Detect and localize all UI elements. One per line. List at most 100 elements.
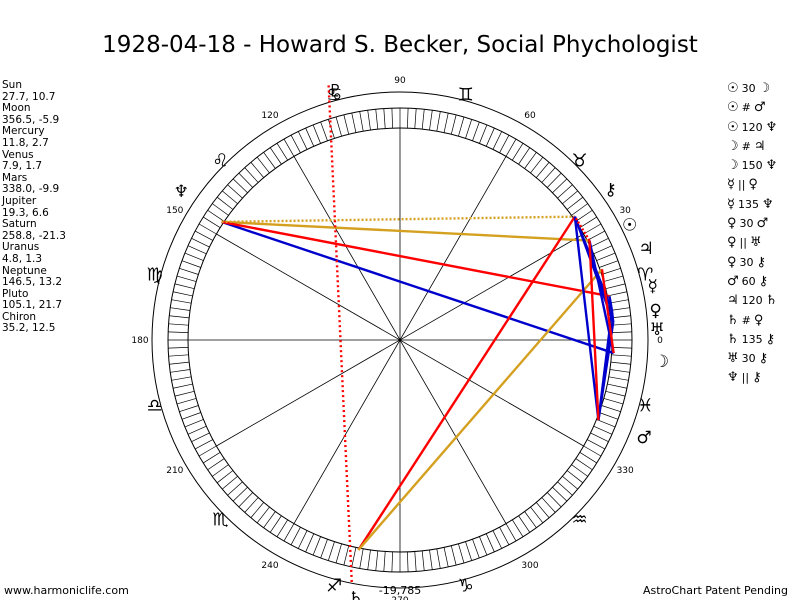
degree-tick: [212, 203, 229, 216]
degree-tick: [472, 121, 480, 141]
planet-value-pluto: 105.1, 21.7: [2, 299, 63, 312]
degree-tick: [335, 543, 342, 564]
degree-label: 300: [521, 561, 538, 571]
sign-glyph: ♊: [458, 85, 474, 106]
aspect-row: ♀ 30 ♂: [727, 214, 780, 233]
degree-tick: [571, 203, 588, 216]
degree-tick: [227, 481, 243, 496]
degree-tick: [414, 551, 417, 572]
aspect-angle: 120: [741, 120, 763, 134]
degree-tick: [530, 156, 544, 174]
degree-tick: [530, 506, 544, 524]
planet-value-sun: 27.7, 10.7: [2, 90, 56, 103]
degree-tick: [176, 275, 197, 282]
aspect-planet-b: ♂: [756, 216, 769, 232]
planet-name-pluto: Pluto: [2, 287, 29, 300]
aspect-angle: 135: [737, 197, 759, 211]
degree-tick: [351, 112, 357, 133]
aspect-line: [573, 216, 600, 421]
degree-tick: [596, 252, 616, 261]
degree-tick: [593, 245, 613, 255]
aspect-line: [221, 220, 590, 242]
degree-tick: [327, 541, 335, 561]
aspect-row: ♀ 30 ⚷: [727, 253, 780, 272]
aspect-planet-a: ♃: [727, 293, 739, 309]
planet-name-jupiter: Jupiter: [2, 194, 37, 207]
degree-tick: [485, 127, 495, 147]
aspect-row: ☉ 120 ♆: [727, 118, 780, 137]
degree-tick: [608, 376, 629, 381]
aspect-planet-a: ♅: [727, 351, 739, 367]
aspect-line: [610, 310, 615, 323]
degree-tick: [179, 405, 199, 413]
degree-tick: [383, 551, 386, 572]
degree-tick: [609, 369, 630, 373]
aspect-row: ♅ 30 ⚷: [727, 349, 780, 368]
aspect-planet-a: ☉: [727, 81, 739, 96]
aspect-row: ☽ 150 ♆: [727, 156, 780, 175]
aspect-planet-a: ♄: [727, 312, 739, 328]
degree-tick: [518, 515, 531, 533]
degree-tick: [479, 536, 488, 556]
sign-glyph: ♌: [212, 150, 228, 171]
degree-tick: [181, 412, 201, 420]
degree-tick: [505, 138, 517, 157]
sign-glyph: ♉: [572, 150, 588, 171]
aspect-angle: ||: [737, 178, 746, 192]
aspect-planet-a: ♆: [727, 370, 739, 386]
degree-tick: [168, 354, 189, 357]
aspect-line: [221, 215, 575, 224]
degree-tick: [485, 533, 495, 553]
degree-tick: [176, 398, 197, 405]
degree-tick: [269, 147, 282, 165]
planet-name-venus: Venus: [2, 148, 34, 161]
degree-tick: [601, 405, 621, 413]
degree-tick: [571, 464, 588, 477]
degree-tick: [575, 458, 593, 471]
degree-tick: [593, 425, 613, 435]
degree-tick: [524, 152, 537, 169]
aspect-planet-b: ♃: [753, 138, 766, 154]
aspect-row: ☽ # ♃: [727, 137, 780, 156]
degree-tick: [168, 323, 189, 326]
degree-tick: [212, 464, 229, 477]
outer-ring: [151, 91, 649, 589]
degree-tick: [179, 267, 199, 275]
aspect-row: ☉ 30 ☽: [727, 79, 780, 98]
degree-tick: [579, 216, 597, 228]
degree-tick: [169, 361, 190, 365]
degree-tick: [610, 315, 631, 319]
aspect-angle: 60: [741, 274, 756, 288]
planet-name-neptune: Neptune: [2, 264, 47, 277]
footer-patent: AstroChart Patent Pending: [642, 584, 788, 597]
degree-tick: [256, 506, 270, 524]
degree-tick: [575, 209, 593, 222]
aspect-angle: 30: [741, 82, 756, 95]
degree-tick: [391, 551, 393, 572]
degree-tick: [436, 111, 441, 132]
degree-tick: [547, 172, 562, 188]
degree-tick: [450, 114, 457, 135]
degree-tick: [359, 548, 364, 569]
degree-tick: [599, 412, 619, 420]
degree-tick: [450, 545, 457, 566]
aspect-planet-a: ☿: [727, 177, 735, 193]
degree-label: 90: [394, 76, 406, 86]
degree-tick: [583, 445, 602, 457]
degree-tick: [187, 245, 207, 255]
degree-label: 240: [261, 561, 278, 571]
degree-tick: [250, 162, 264, 178]
aspect-planet-b: ♀: [753, 312, 764, 328]
aspect-line: [357, 215, 576, 551]
degree-tick: [216, 196, 234, 210]
degree-tick: [541, 497, 556, 513]
aspect-row: ☉ # ♂: [727, 98, 780, 117]
degree-tick: [227, 184, 243, 199]
sign-glyph: ♓: [637, 396, 653, 417]
aspect-angle: #: [741, 313, 751, 327]
degree-tick: [194, 230, 213, 241]
degree-tick: [172, 291, 193, 297]
aspect-planet-a: ♀: [727, 254, 737, 270]
planet-value-neptune: 146.5, 13.2: [2, 276, 63, 289]
degree-tick: [599, 260, 619, 268]
